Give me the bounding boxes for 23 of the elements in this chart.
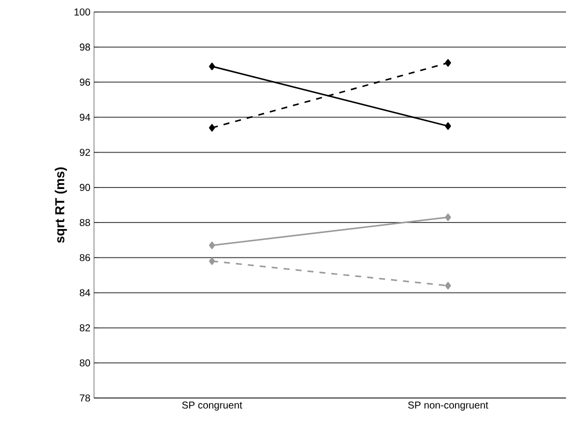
y-tick-label: 98 bbox=[80, 44, 90, 51]
y-axis-title: sqrt RT (ms) bbox=[54, 167, 67, 243]
y-tick-label: 78 bbox=[80, 394, 90, 402]
point bbox=[445, 282, 452, 290]
y-tick-label: 88 bbox=[80, 219, 90, 226]
x-tick-label: SP congruent bbox=[182, 402, 242, 411]
point bbox=[445, 59, 452, 67]
point bbox=[209, 257, 215, 265]
y-tick-label: 82 bbox=[80, 324, 90, 332]
point bbox=[445, 214, 452, 222]
y-tick-label: 84 bbox=[80, 289, 90, 296]
y-tick-label: 94 bbox=[80, 114, 90, 121]
y-tick-label: 96 bbox=[80, 78, 90, 86]
x-tick-label: SP non-congruent bbox=[408, 402, 488, 411]
y-tick-label: 80 bbox=[80, 359, 90, 366]
y-tick-label: 86 bbox=[80, 254, 90, 262]
y-tick-label: 90 bbox=[80, 184, 90, 191]
point bbox=[209, 62, 215, 70]
y-tick-label: 100 bbox=[74, 8, 90, 16]
point bbox=[209, 124, 215, 132]
point bbox=[209, 242, 215, 250]
y-tick-label: 92 bbox=[80, 148, 90, 156]
point bbox=[445, 122, 452, 130]
